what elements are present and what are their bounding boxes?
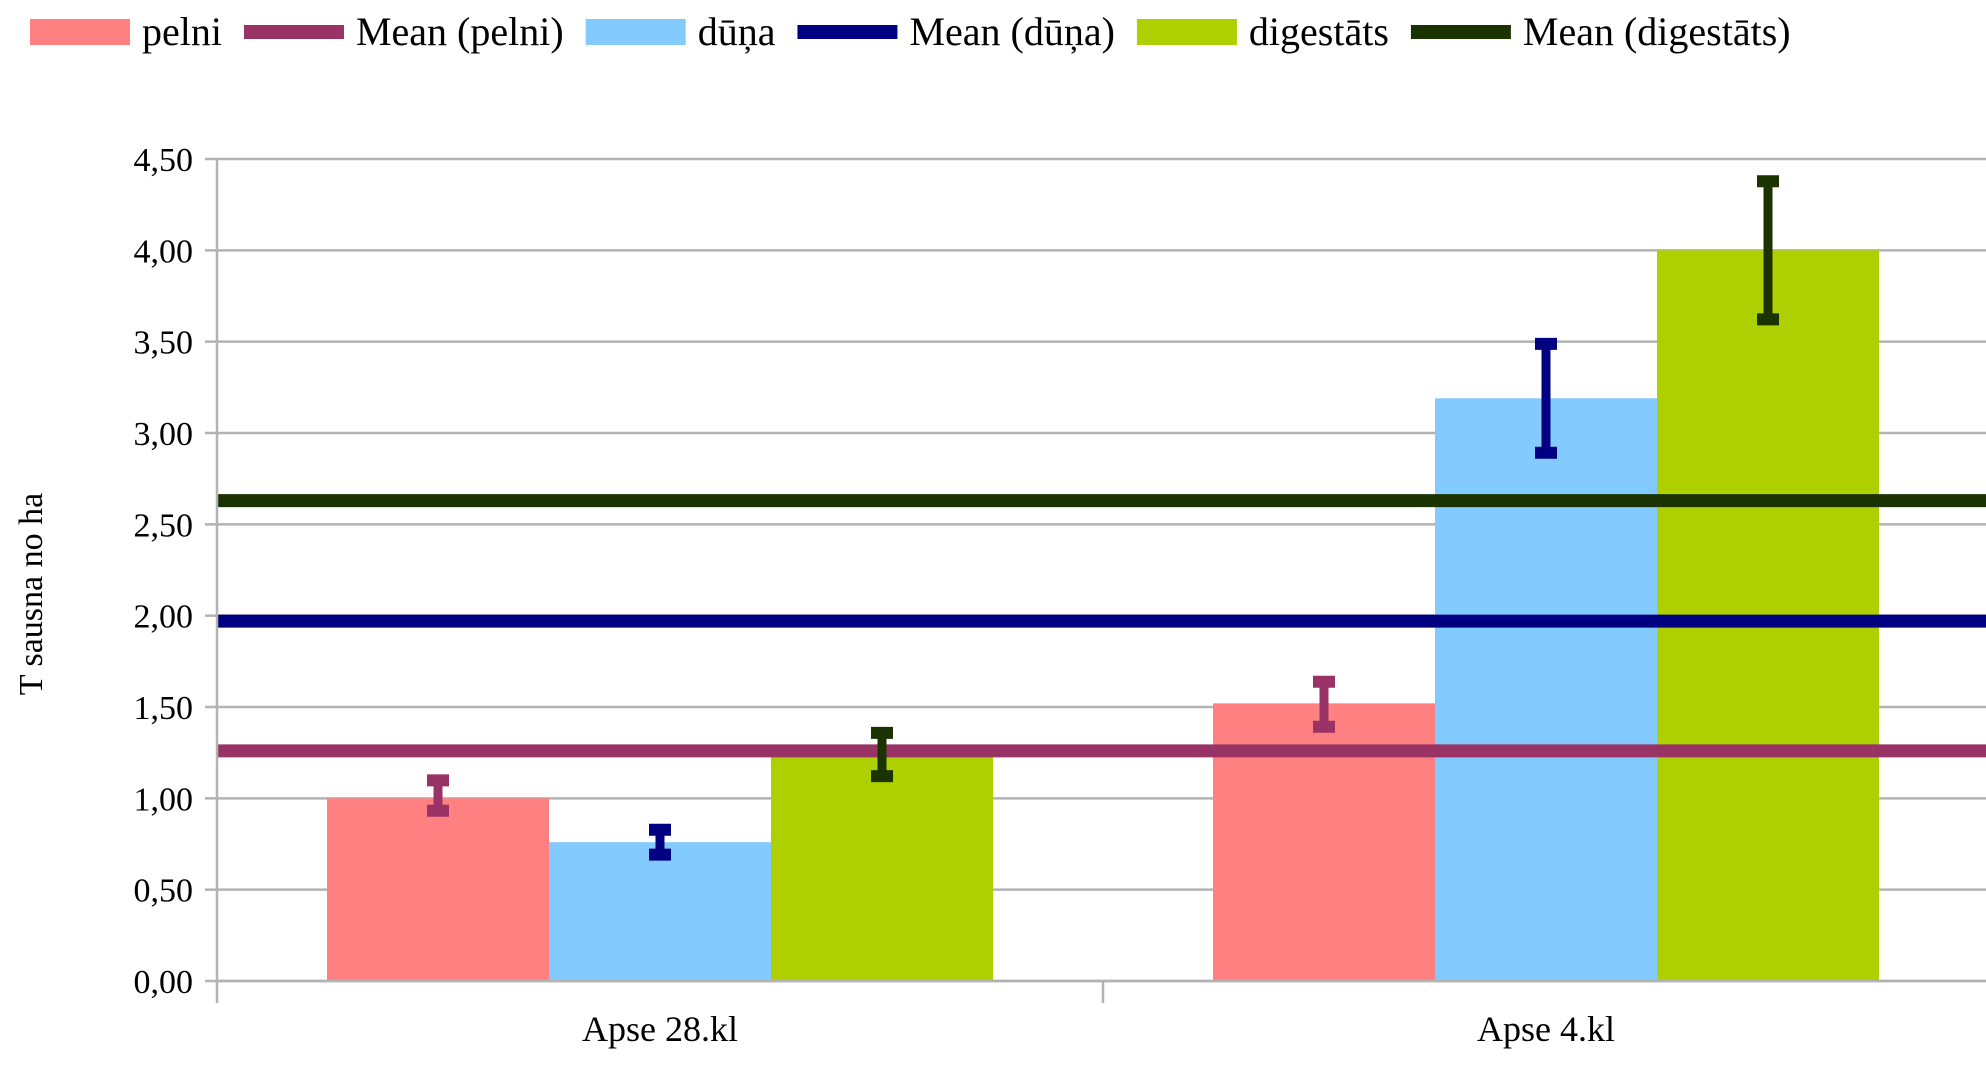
y-tick-label: 0,50 <box>134 873 194 910</box>
legend-label: dūņa <box>698 9 776 54</box>
y-tick-label: 0,00 <box>134 964 194 1001</box>
y-tick-label: 3,50 <box>134 325 194 362</box>
x-tick-label: Apse 28.kl <box>582 1009 738 1049</box>
y-tick-label: 1,50 <box>134 690 194 727</box>
legend-item: dūņa <box>586 9 776 54</box>
legend-label: pelni <box>142 9 222 54</box>
y-tick-label: 4,00 <box>134 233 194 270</box>
legend-label: digestāts <box>1249 9 1389 54</box>
legend-item: digestāts <box>1137 9 1389 54</box>
y-tick-label: 3,00 <box>134 416 194 453</box>
error-bar <box>427 776 449 814</box>
bar <box>771 754 993 981</box>
y-tick-label: 4,50 <box>134 142 194 179</box>
legend: pelni Mean (pelni) dūņa Mean (dūņa) digestāt… <box>30 9 1791 54</box>
legend-label: Mean (dūņa) <box>909 9 1114 54</box>
bar <box>327 798 549 981</box>
legend-item: Mean (pelni) <box>244 9 564 54</box>
y-axis-title: T sausna no ha <box>13 493 50 695</box>
legend-label: Mean (digestāts) <box>1523 9 1791 54</box>
legend-item: Mean (dūņa) <box>797 9 1114 54</box>
y-tick-label: 2,00 <box>134 599 194 636</box>
legend-swatch <box>244 25 344 39</box>
bar <box>1435 398 1657 981</box>
x-tick-label: Apse 4.kl <box>1477 1009 1615 1049</box>
legend-swatch <box>797 25 897 39</box>
y-tick-label: 1,00 <box>134 781 194 818</box>
legend-swatch <box>30 19 130 45</box>
y-tick-label: 2,50 <box>134 507 194 544</box>
bar <box>549 842 771 981</box>
legend-label: Mean (pelni) <box>356 9 564 54</box>
legend-item: pelni <box>30 9 222 54</box>
legend-item: Mean (digestāts) <box>1411 9 1791 54</box>
legend-swatch <box>1137 19 1237 45</box>
legend-swatch <box>1411 25 1511 39</box>
legend-swatch <box>586 19 686 45</box>
